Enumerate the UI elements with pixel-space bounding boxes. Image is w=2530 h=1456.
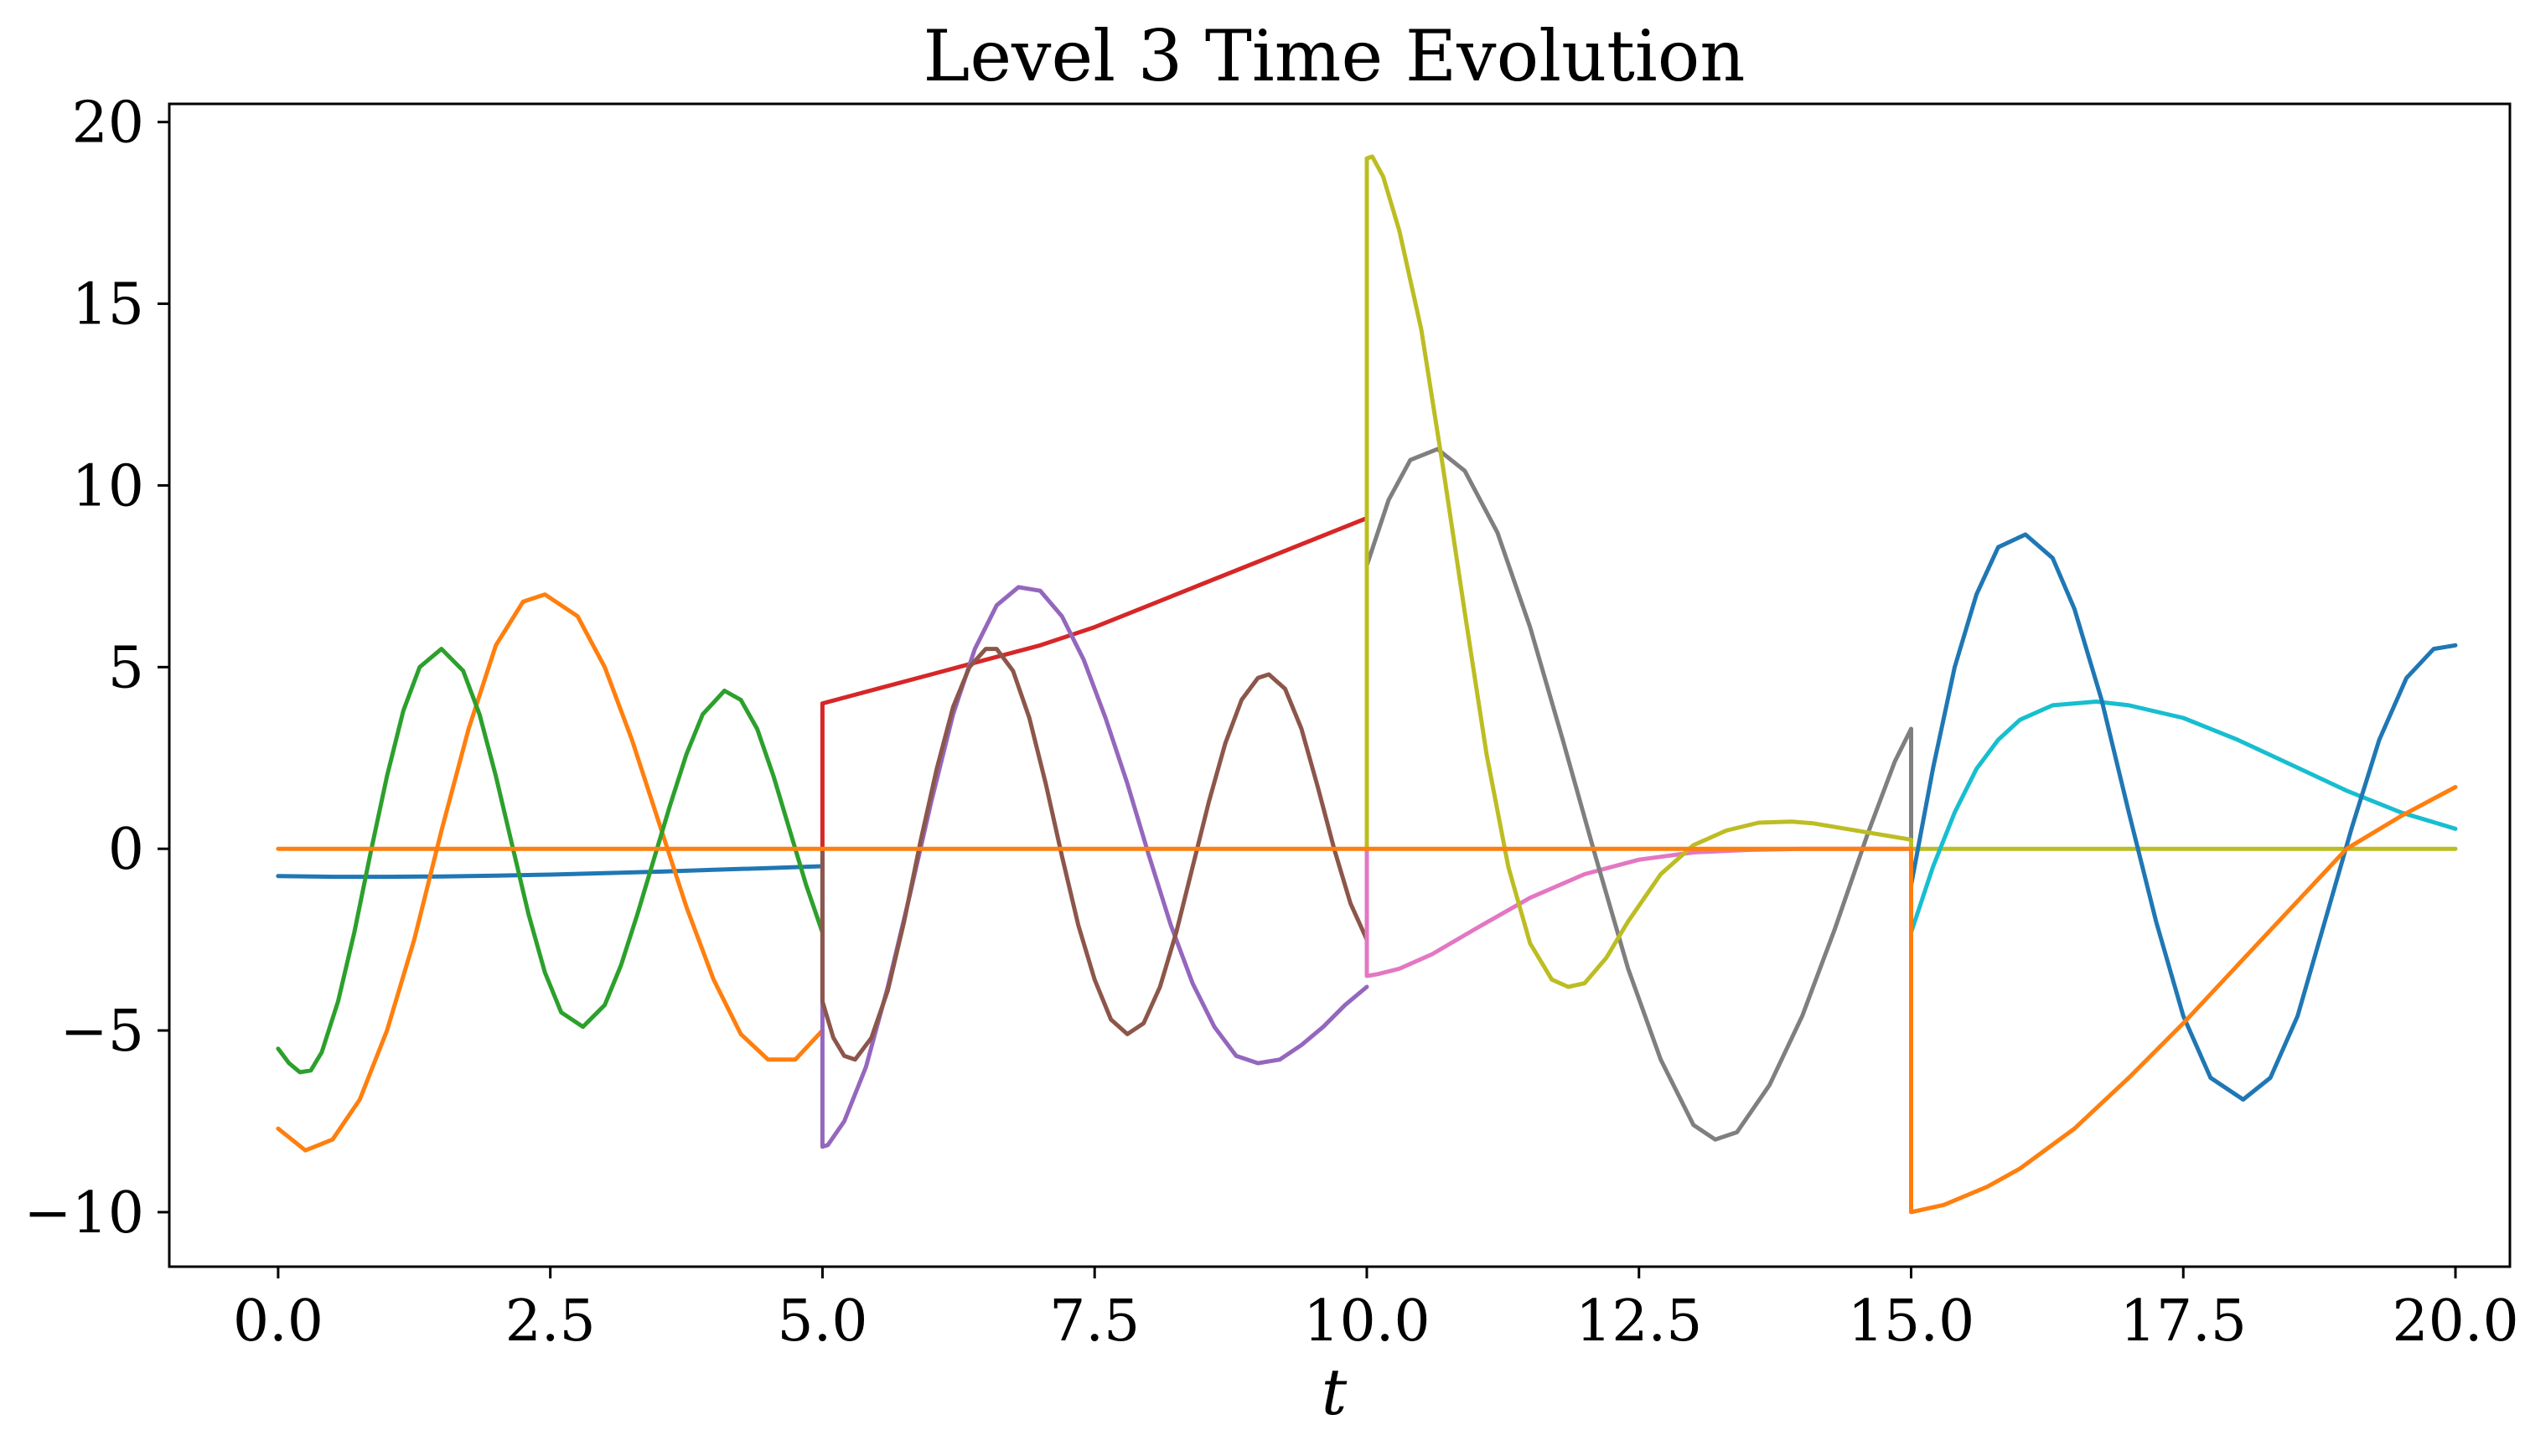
x-tick-label: 7.5 (1049, 1288, 1140, 1355)
series-line-10 (1909, 700, 2458, 935)
y-tick-label: 15 (71, 272, 144, 338)
series-line-4 (820, 516, 1369, 851)
y-tick-label: 10 (71, 453, 144, 519)
x-tick-label: 5.0 (777, 1288, 867, 1355)
series-line-12 (276, 785, 2458, 1215)
plot-frame (168, 102, 2512, 1268)
y-axis-ticks: −10 −5 0 5 10 15 20 (23, 90, 169, 1247)
x-tick-label: 2.5 (505, 1288, 596, 1355)
x-tick-label: 12.5 (1575, 1288, 1702, 1355)
series-line-2 (276, 592, 825, 1153)
y-tick-label: −5 (60, 999, 144, 1065)
x-tick-label: 0.0 (233, 1288, 323, 1355)
chart-title: Level 3 Time Evolution (924, 15, 1746, 97)
x-tick-label: 20.0 (2392, 1288, 2518, 1355)
y-tick-label: 20 (71, 90, 144, 157)
x-axis-ticks: 0.0 2.5 5.0 7.5 10.0 12.5 15.0 17.5 20.0 (233, 1267, 2519, 1355)
x-tick-label: 10.0 (1303, 1288, 1430, 1355)
x-axis-label: t (1322, 1355, 1348, 1429)
x-tick-label: 17.5 (2120, 1288, 2247, 1355)
y-tick-label: −10 (23, 1180, 144, 1247)
series-line-3 (276, 647, 825, 1075)
series-layer (276, 154, 2458, 1215)
series-line-11 (1909, 532, 2458, 1102)
series-line-8 (1364, 447, 1913, 1142)
series-line-6 (820, 647, 1369, 1062)
series-line-1 (276, 864, 825, 880)
x-tick-label: 15.0 (1848, 1288, 1974, 1355)
y-tick-label: 0 (108, 817, 144, 883)
y-tick-label: 5 (108, 635, 144, 701)
